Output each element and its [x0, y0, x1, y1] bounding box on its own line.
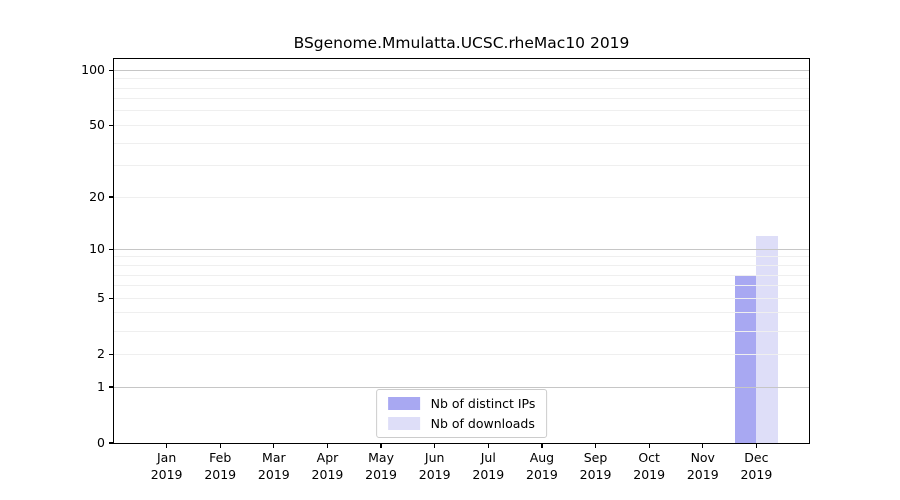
y-gridline-minor [114, 87, 809, 89]
x-tick-label: Aug 2019 [526, 450, 558, 482]
legend: Nb of distinct IPs Nb of downloads [375, 389, 548, 438]
legend-item-distinct-ips: Nb of distinct IPs [387, 396, 536, 411]
legend-label-downloads: Nb of downloads [430, 416, 535, 431]
y-gridline-major [114, 69, 809, 71]
y-tick [109, 297, 113, 299]
y-tick [109, 124, 113, 126]
x-tick-label: May 2019 [365, 450, 397, 482]
x-tick-label: Jun 2019 [418, 450, 451, 482]
x-tick [541, 444, 543, 448]
x-tick-label: Apr 2019 [311, 450, 344, 482]
legend-label-distinct-ips: Nb of distinct IPs [430, 396, 536, 411]
y-gridline-minor [114, 256, 809, 258]
x-tick [273, 444, 275, 448]
y-tick [109, 442, 113, 444]
y-tick [109, 69, 113, 71]
x-tick-label: Dec 2019 [740, 450, 773, 482]
y-gridline-minor [114, 274, 809, 276]
legend-swatch-distinct-ips [387, 397, 420, 410]
chart-title: BSgenome.Mmulatta.UCSC.rheMac10 2019 [293, 34, 630, 52]
y-gridline-minor [114, 297, 809, 299]
x-tick-label: Sep 2019 [579, 450, 612, 482]
y-gridline-minor [114, 124, 809, 126]
x-tick-label: Jul 2019 [472, 450, 505, 482]
y-tick-label: 50 [89, 117, 105, 133]
y-gridline-minor [114, 330, 809, 332]
y-tick [109, 353, 113, 355]
y-tick [109, 248, 113, 250]
y-tick-label: 5 [97, 290, 105, 306]
legend-swatch-downloads [387, 417, 420, 430]
y-gridline-minor [114, 110, 809, 112]
y-tick-label: 2 [97, 346, 105, 362]
y-tick-label: 1 [97, 379, 105, 394]
x-tick [594, 444, 597, 448]
y-gridline-minor [114, 78, 809, 80]
y-gridline-minor [114, 98, 809, 100]
y-tick-label: 10 [89, 241, 105, 257]
x-tick [219, 444, 221, 448]
y-tick-label: 20 [89, 189, 105, 205]
x-tick [648, 444, 650, 448]
bar-distinct-ips [734, 275, 757, 443]
x-tick-label: Jan 2019 [150, 450, 183, 482]
x-tick [487, 444, 489, 448]
y-tick-label: 100 [81, 62, 105, 78]
x-tick-label: Mar 2019 [257, 450, 290, 482]
y-gridline-minor [114, 165, 809, 167]
y-tick [109, 196, 113, 198]
y-tick [109, 386, 113, 388]
x-tick [166, 444, 168, 448]
plot-area: Nb of distinct IPs Nb of downloads [113, 58, 810, 444]
y-gridline-major [114, 386, 809, 388]
y-gridline-minor [114, 353, 809, 355]
x-tick [326, 444, 329, 448]
x-tick [755, 444, 757, 448]
bar-downloads [756, 235, 778, 443]
x-tick [702, 444, 704, 448]
x-tick-label: Nov 2019 [686, 450, 719, 482]
y-gridline-minor [114, 285, 809, 287]
y-gridline-minor [114, 312, 809, 314]
x-tick-label: Oct 2019 [633, 450, 666, 482]
x-tick [434, 444, 436, 448]
x-tick-label: Feb 2019 [204, 450, 237, 482]
y-tick-label: 0 [97, 435, 105, 450]
y-gridline-minor [114, 265, 809, 266]
legend-item-downloads: Nb of downloads [387, 416, 536, 431]
y-gridline-minor [114, 142, 809, 144]
y-gridline-minor [114, 196, 809, 198]
x-tick [380, 444, 382, 448]
y-gridline-major [114, 248, 809, 250]
